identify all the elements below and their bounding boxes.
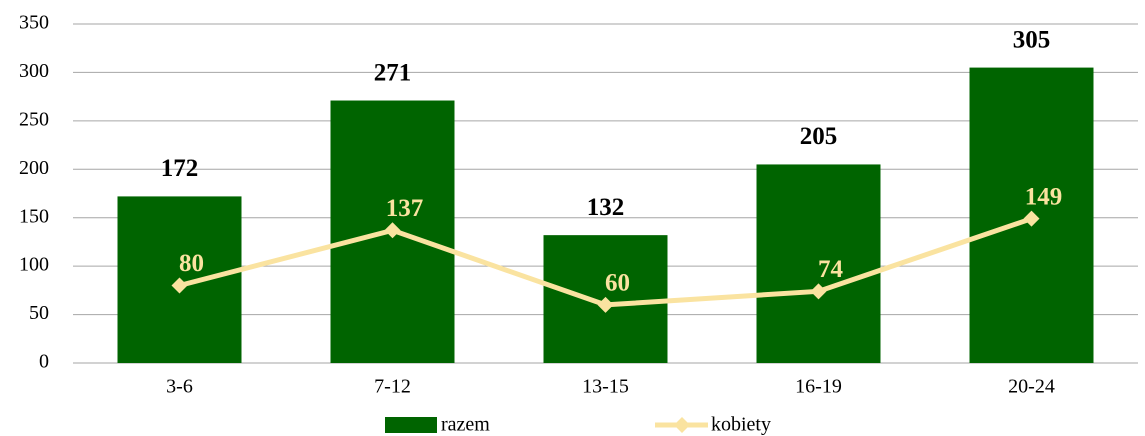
bar xyxy=(756,164,881,363)
data-label: 80 xyxy=(179,250,204,277)
data-label: 149 xyxy=(1025,183,1063,210)
x-tick-label: 7-12 xyxy=(374,376,411,398)
legend-marker xyxy=(674,417,690,433)
legend-label: kobiety xyxy=(711,414,771,436)
data-label: 305 xyxy=(1013,26,1051,53)
legend-label: razem xyxy=(441,414,490,436)
y-tick-label: 250 xyxy=(19,108,49,130)
data-label: 271 xyxy=(374,59,412,86)
y-tick-label: 0 xyxy=(39,351,49,373)
x-tick-label: 20-24 xyxy=(1008,376,1055,398)
marker xyxy=(597,296,614,313)
marker xyxy=(1023,210,1040,227)
x-tick-label: 3-6 xyxy=(166,376,193,398)
data-label: 132 xyxy=(587,194,625,221)
x-tick-label: 13-15 xyxy=(582,376,629,398)
y-tick-label: 150 xyxy=(19,205,49,227)
legend-swatch xyxy=(385,417,437,433)
data-label: 137 xyxy=(386,195,424,222)
marker xyxy=(384,222,401,239)
y-tick-label: 50 xyxy=(29,302,49,324)
marker xyxy=(810,283,827,300)
y-tick-label: 350 xyxy=(19,12,49,34)
x-tick-label: 16-19 xyxy=(795,376,842,398)
data-label: 60 xyxy=(605,270,630,297)
marker xyxy=(171,277,188,294)
data-label: 205 xyxy=(800,123,838,150)
y-tick-label: 300 xyxy=(19,60,49,82)
y-tick-label: 100 xyxy=(19,254,49,276)
y-tick-label: 200 xyxy=(19,157,49,179)
data-label: 74 xyxy=(818,256,844,283)
data-label: 172 xyxy=(161,155,199,182)
